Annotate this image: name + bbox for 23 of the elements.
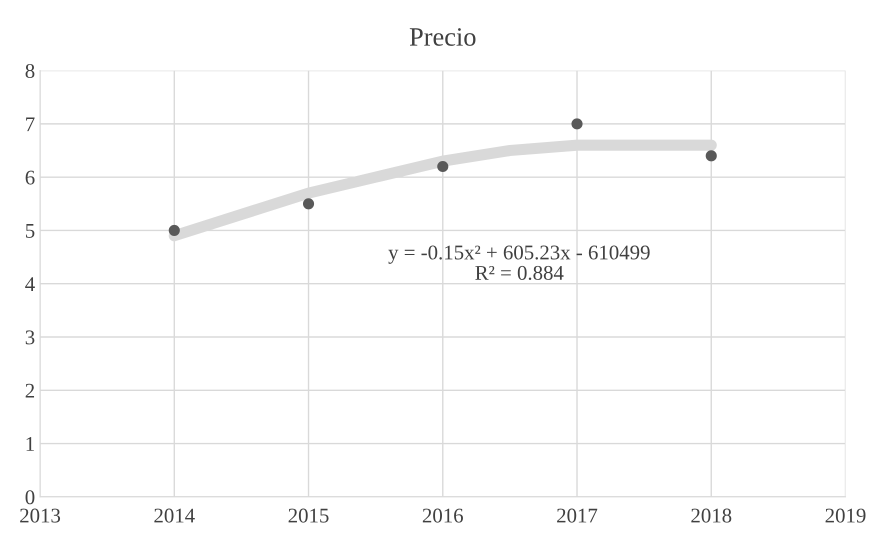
x-tick-label: 2019	[826, 508, 866, 523]
x-tick-label: 2017	[557, 508, 598, 523]
point	[302, 198, 314, 210]
x-tick-label: 2018	[691, 508, 732, 523]
y-tick-label: 8	[26, 64, 34, 78]
point	[168, 224, 180, 236]
x-tick-label: 2015	[288, 508, 329, 523]
y-tick-label: 2	[26, 384, 34, 398]
point	[437, 160, 448, 172]
y-tick-label: 6	[26, 170, 35, 185]
x-tick-label: 2014	[154, 508, 195, 523]
point	[571, 118, 583, 130]
x-tick-label: 2013	[20, 508, 60, 523]
y-tick-label: 3	[26, 330, 34, 344]
y-tick-label: 7	[26, 117, 35, 132]
y-tick-label: 5	[26, 224, 34, 238]
y-tick-label: 4	[25, 277, 35, 291]
y-tick-label: 1	[26, 437, 34, 451]
annotation: y = -0.15x² + 605.23x - 610499 R² = 0.884	[388, 245, 650, 280]
chart-title: Precio	[410, 28, 476, 46]
y-tick-label: 0	[26, 490, 34, 504]
point	[706, 150, 717, 162]
x-tick-label: 2016	[422, 508, 463, 523]
